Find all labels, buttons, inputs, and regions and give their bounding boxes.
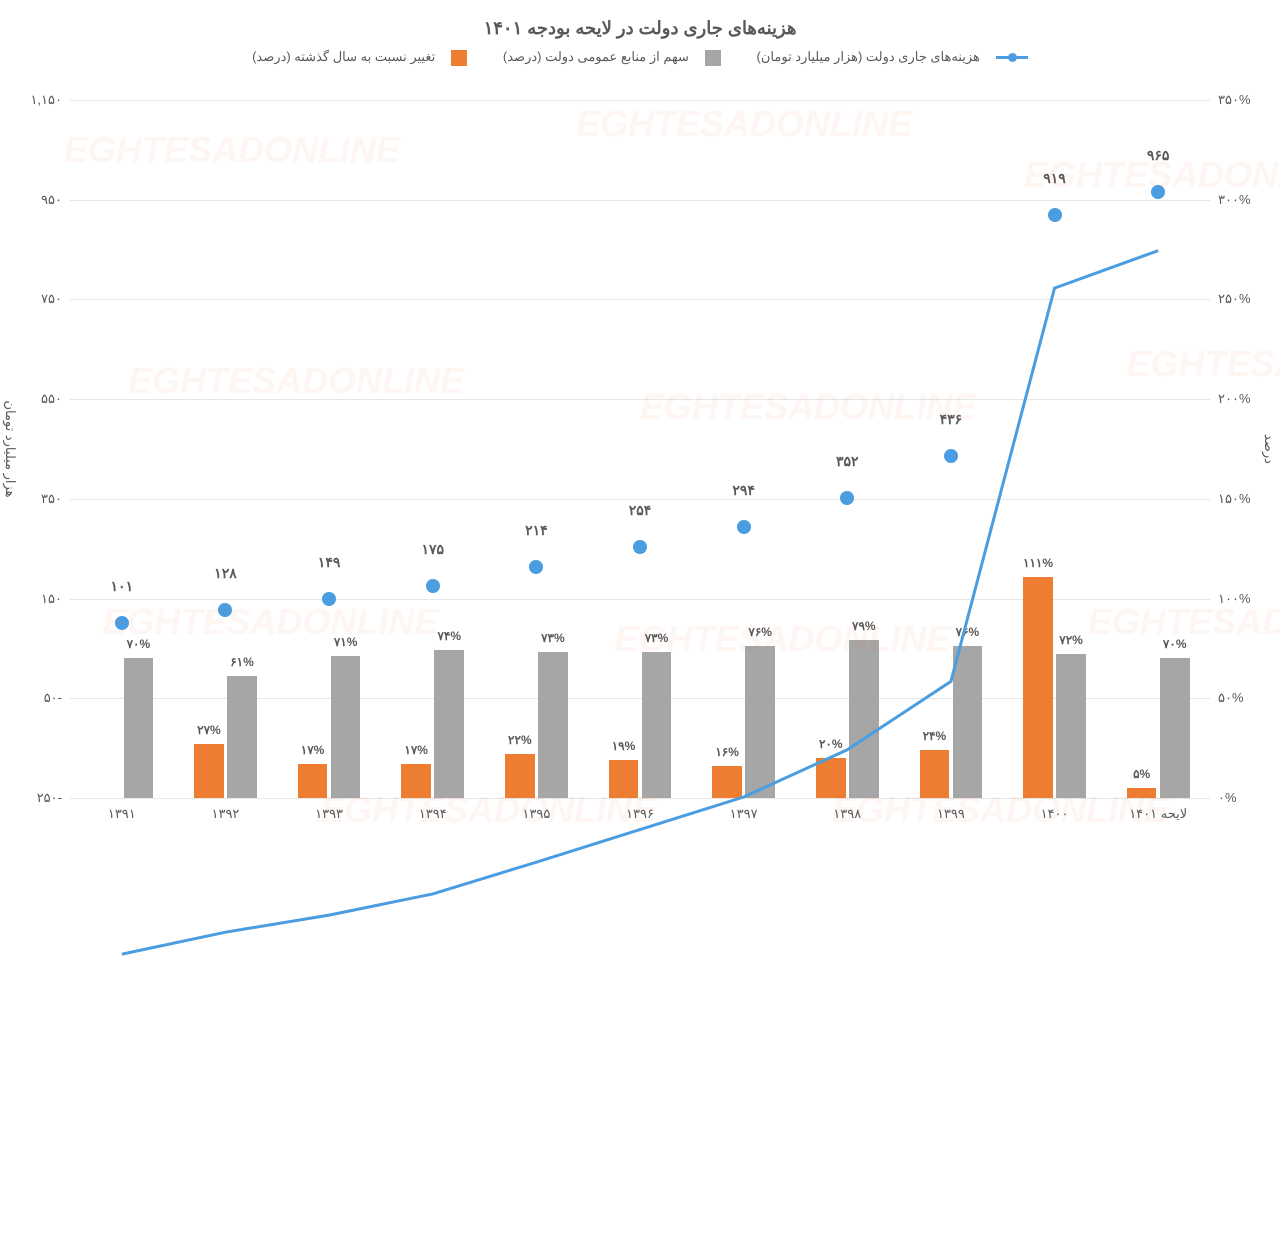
line-label: ۲۵۴ bbox=[629, 502, 652, 519]
line-label: ۱۴۹ bbox=[318, 554, 341, 571]
line-marker bbox=[840, 491, 854, 505]
y-right-tick: ۲۵۰% bbox=[1218, 291, 1251, 307]
x-tick: ۱۳۹۶ bbox=[626, 806, 654, 822]
y-right-tick: ۳۵۰% bbox=[1218, 92, 1251, 108]
x-tick: ۱۳۹۲ bbox=[211, 806, 239, 822]
line-marker bbox=[529, 560, 543, 574]
y-left-tick: ۳۵۰ bbox=[41, 491, 62, 507]
y-right-tick: ۲۰۰% bbox=[1218, 391, 1251, 407]
y-right-tick: ۵۰% bbox=[1218, 690, 1244, 706]
x-tick: ۱۳۹۵ bbox=[522, 806, 550, 822]
legend-item-line: هزینه‌های جاری دولت (هزار میلیارد تومان) bbox=[749, 49, 1036, 64]
x-tick: ۱۳۹۷ bbox=[730, 806, 758, 822]
line-marker bbox=[1151, 185, 1165, 199]
line-label: ۱۰۱ bbox=[111, 578, 134, 595]
x-tick: لایحه ۱۴۰۱ bbox=[1129, 806, 1187, 822]
y-left-tick: ۱,۱۵۰ bbox=[30, 92, 62, 108]
line-marker bbox=[944, 449, 958, 463]
line-label: ۹۱۹ bbox=[1043, 170, 1066, 187]
legend: هزینه‌های جاری دولت (هزار میلیارد تومان)… bbox=[0, 49, 1280, 66]
y-left-tick: -۲۵۰ bbox=[37, 790, 62, 806]
line-marker bbox=[633, 540, 647, 554]
line-marker bbox=[737, 520, 751, 534]
line-label: ۱۲۸ bbox=[214, 565, 237, 582]
chart-container: هزینه‌های جاری دولت در لایحه بودجه ۱۴۰۱ … bbox=[0, 0, 1280, 858]
x-tick: ۱۳۹۹ bbox=[937, 806, 965, 822]
line-series bbox=[70, 100, 1210, 1240]
y-left-tick: -۵۰ bbox=[44, 690, 62, 706]
line-label: ۱۷۵ bbox=[421, 541, 444, 558]
y-right-tick: ۱۵۰% bbox=[1218, 491, 1251, 507]
line-label: ۲۱۴ bbox=[525, 522, 548, 539]
legend-item-orange: تغییر نسبت به سال گذشته (درصد) bbox=[244, 49, 475, 64]
plot-area: ۷۰%۲۷%۶۱%۱۷%۷۱%۱۷%۷۴%۲۲%۷۳%۱۹%۷۳%۱۶%۷۶%۲… bbox=[70, 100, 1210, 798]
x-tick: ۱۳۹۱ bbox=[108, 806, 136, 822]
legend-item-gray: سهم از منابع عمومی دولت (درصد) bbox=[495, 49, 729, 64]
line-label: ۲۹۴ bbox=[732, 482, 755, 499]
line-marker bbox=[1048, 208, 1062, 222]
line-label: ۳۵۲ bbox=[836, 453, 859, 470]
line-label: ۹۶۵ bbox=[1147, 147, 1170, 164]
y-left-tick: ۵۵۰ bbox=[41, 391, 62, 407]
x-tick: ۱۳۹۴ bbox=[419, 806, 447, 822]
y-axis-left: هزار میلیارد تومان -۲۵۰-۵۰۱۵۰۳۵۰۵۵۰۷۵۰۹۵… bbox=[0, 100, 70, 798]
line-marker bbox=[115, 616, 129, 630]
y-right-tick: ۰% bbox=[1218, 790, 1237, 806]
chart-title: هزینه‌های جاری دولت در لایحه بودجه ۱۴۰۱ bbox=[0, 0, 1280, 39]
line-label: ۴۳۶ bbox=[940, 411, 963, 428]
x-tick: ۱۳۹۸ bbox=[833, 806, 861, 822]
y-left-tick: ۷۵۰ bbox=[41, 291, 62, 307]
y-right-tick: ۱۰۰% bbox=[1218, 591, 1251, 607]
y-right-tick: ۳۰۰% bbox=[1218, 192, 1251, 208]
line-marker bbox=[426, 579, 440, 593]
x-tick: ۱۳۹۳ bbox=[315, 806, 343, 822]
y-left-tick: ۹۵۰ bbox=[41, 192, 62, 208]
line-marker bbox=[218, 603, 232, 617]
y-left-tick: ۱۵۰ bbox=[41, 591, 62, 607]
x-tick: ۱۴۰۰ bbox=[1041, 806, 1069, 822]
y-axis-right: درصد ۰%۵۰%۱۰۰%۱۵۰%۲۰۰%۲۵۰%۳۰۰%۳۵۰% bbox=[1210, 100, 1280, 798]
line-marker bbox=[322, 592, 336, 606]
x-axis: ۱۳۹۱ ۱۳۹۲ ۱۳۹۳ ۱۳۹۴ ۱۳۹۵ ۱۳۹۶ ۱۳۹۷ ۱۳۹۸ ۱۳۹۹ ۱۴۰۰… bbox=[70, 798, 1210, 858]
